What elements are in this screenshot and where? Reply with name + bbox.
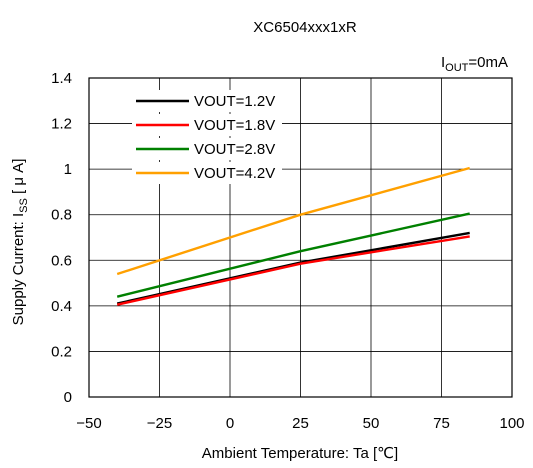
- x-axis-title: Ambient Temperature: Ta [℃]: [202, 445, 398, 462]
- legend: VOUT=1.2V VOUT=1.8V VOUT=2.8V VOUT=4.2V: [132, 90, 282, 184]
- series-line-vout-1-8v: [116, 235, 470, 306]
- y-tick-label: 0.8: [51, 207, 72, 224]
- x-tick-label: 75: [433, 415, 450, 432]
- legend-background: [132, 162, 282, 184]
- plot-frame: [88, 77, 513, 398]
- legend-background: [132, 114, 282, 136]
- y-tick-label: 0: [64, 389, 72, 406]
- chart-title: XC6504xxx1xR: [253, 19, 357, 36]
- y-axis-title-suffix: [ μ A]: [10, 159, 27, 199]
- y-axis-title-subscript: SS: [18, 198, 30, 213]
- series-line-vout-4-2v: [116, 166, 471, 276]
- x-tick-label: 50: [363, 415, 380, 432]
- legend-background: [132, 138, 282, 160]
- condition-prefix: I: [441, 54, 445, 71]
- series-line-vout-2-8v: [116, 212, 470, 298]
- x-tick-label: 0: [226, 415, 234, 432]
- condition-label: IOUT=0mA: [441, 54, 508, 74]
- ticks: −50 −25 0 25 50 75 100 0 0.2 0.4 0.6 0.8 1 1.2 1.4: [51, 70, 524, 432]
- legend-label: VOUT=4.2V: [194, 165, 275, 182]
- y-tick-label: 0.2: [51, 343, 72, 360]
- legend-label: VOUT=1.2V: [194, 93, 275, 110]
- series-layer: [116, 166, 471, 306]
- legend-label: VOUT=2.8V: [194, 141, 275, 158]
- y-axis-title-prefix: Supply Current: I: [10, 213, 27, 326]
- y-axis-title: Supply Current: ISS [ μ A]: [10, 159, 30, 326]
- condition-subscript: OUT: [445, 62, 469, 74]
- x-tick-label: 100: [499, 415, 524, 432]
- condition-suffix: =0mA: [468, 54, 508, 71]
- x-tick-label: 25: [292, 415, 309, 432]
- x-tick-label: −50: [76, 415, 101, 432]
- x-tick-label: −25: [147, 415, 172, 432]
- y-tick-label: 1: [64, 161, 72, 178]
- y-tick-label: 1.2: [51, 116, 72, 133]
- y-tick-label: 0.4: [51, 298, 72, 315]
- legend-label: VOUT=1.8V: [194, 117, 275, 134]
- y-tick-label: 1.4: [51, 70, 72, 87]
- legend-background: [132, 90, 282, 112]
- y-tick-label: 0.6: [51, 252, 72, 269]
